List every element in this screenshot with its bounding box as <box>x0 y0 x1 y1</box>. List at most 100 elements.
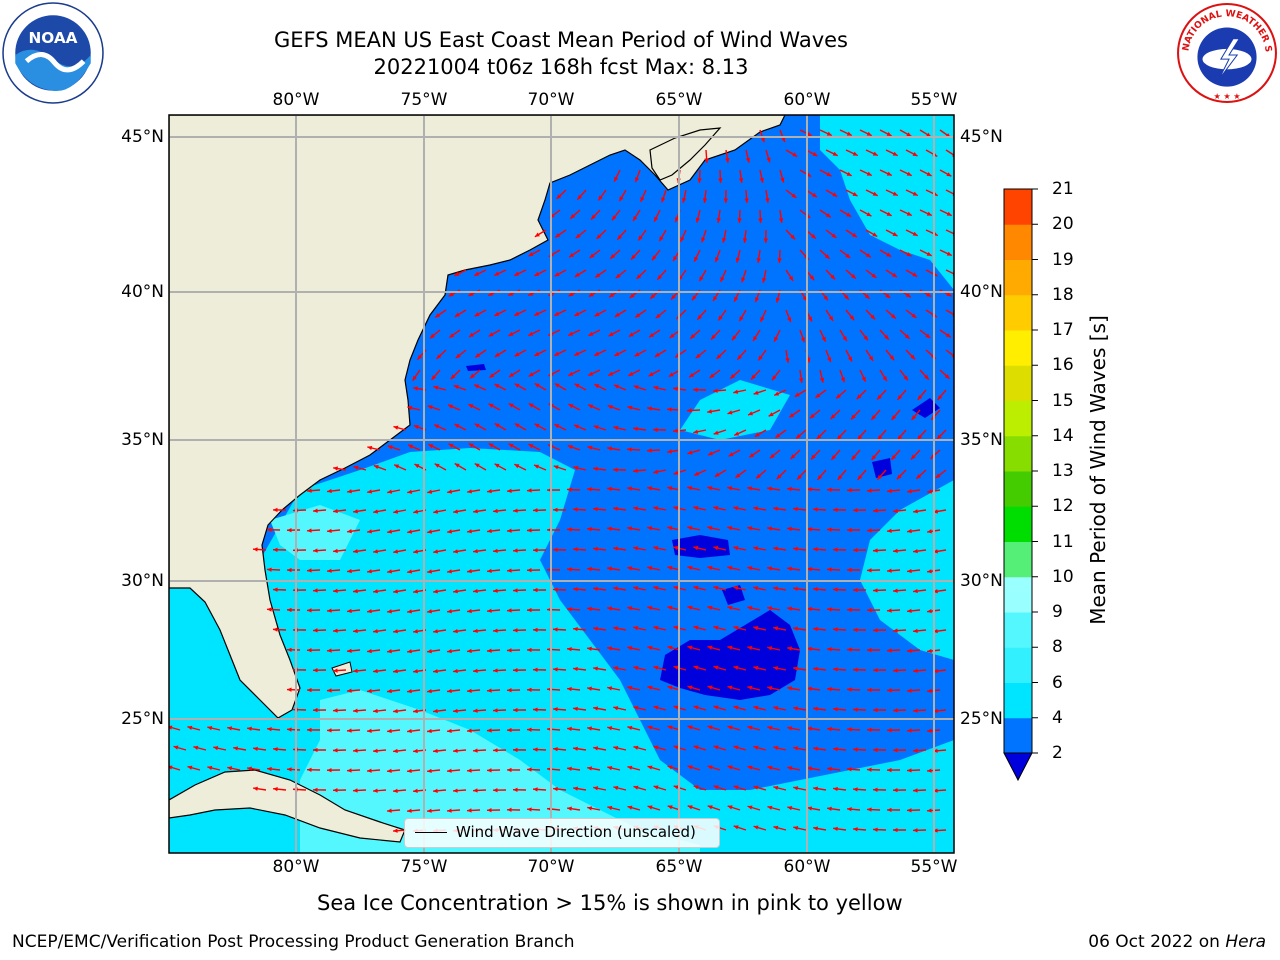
lat-label-right: 25°N <box>960 709 1003 729</box>
wave-direction-arrow <box>587 606 601 612</box>
wave-direction-arrow <box>554 229 567 238</box>
wave-direction-arrow <box>647 605 661 611</box>
wave-direction-arrow <box>913 588 927 594</box>
colorbar-tick-label: 11 <box>1052 531 1074 552</box>
wave-direction-arrow <box>352 788 367 793</box>
wave-direction-arrow <box>647 406 661 411</box>
wave-direction-arrow <box>866 687 881 693</box>
wave-direction-arrow <box>587 404 601 411</box>
wave-direction-arrow <box>755 469 767 480</box>
wave-direction-arrow <box>568 249 581 258</box>
wave-direction-arrow <box>572 587 587 592</box>
wave-direction-arrow <box>716 209 721 223</box>
wave-direction-arrow <box>427 405 441 411</box>
wave-direction-arrow <box>572 507 587 512</box>
wave-direction-arrow <box>872 628 887 633</box>
land-bahamas <box>331 661 353 677</box>
colorbar-segment <box>1004 612 1032 648</box>
wave-direction-arrow <box>446 728 461 734</box>
wave-direction-arrow <box>353 509 367 514</box>
wave-direction-arrow <box>733 625 747 631</box>
wave-direction-arrow <box>596 229 607 240</box>
wave-direction-arrow <box>892 748 907 753</box>
wave-direction-arrow <box>553 349 567 357</box>
colorbar-tick-label: 16 <box>1052 355 1074 376</box>
wave-direction-arrow <box>738 309 747 322</box>
wave-direction-arrow <box>433 668 447 674</box>
wave-direction-arrow <box>859 249 872 258</box>
wave-direction-arrow <box>407 649 421 654</box>
wave-direction-arrow <box>915 469 927 480</box>
colorbar-segment <box>1004 682 1032 719</box>
wave-direction-arrow <box>852 508 867 513</box>
wave-direction-arrow <box>932 708 947 714</box>
wave-direction-arrow <box>627 526 641 531</box>
wave-direction-arrow <box>486 688 501 693</box>
wave-direction-arrow <box>326 728 341 733</box>
wave-direction-arrow <box>756 249 761 263</box>
colorbar-segment <box>1004 224 1032 260</box>
wave-direction-arrow <box>647 486 661 491</box>
wave-direction-arrow <box>487 528 501 534</box>
wave-direction-arrow <box>865 309 876 320</box>
wave-direction-arrow <box>857 469 867 481</box>
wave-direction-arrow <box>306 687 321 693</box>
wave-direction-arrow <box>939 329 952 338</box>
wave-direction-arrow <box>433 708 447 714</box>
wave-direction-arrow <box>332 788 347 793</box>
wave-direction-arrow <box>532 627 547 633</box>
lon-label-top: 55°W <box>910 90 958 110</box>
wave-direction-arrow <box>573 465 587 471</box>
wave-direction-arrow <box>826 567 841 572</box>
period-zone-low-c <box>722 585 745 605</box>
wave-direction-arrow <box>767 566 781 571</box>
wave-direction-arrow <box>627 805 641 811</box>
wave-direction-arrow <box>899 329 911 340</box>
wave-direction-arrow <box>454 309 467 318</box>
chart-title: GEFS MEAN US East Coast Mean Period of W… <box>274 28 848 52</box>
wave-direction-arrow <box>906 768 921 773</box>
wave-direction-arrow <box>727 725 741 731</box>
wave-direction-arrow <box>727 526 741 531</box>
wave-direction-arrow <box>687 765 701 771</box>
wave-direction-arrow <box>747 486 761 491</box>
wave-direction-arrow <box>312 508 327 513</box>
wave-direction-arrow <box>653 785 667 791</box>
wave-direction-arrow <box>512 667 527 673</box>
wave-direction-arrow <box>767 646 781 651</box>
wave-direction-arrow <box>687 486 701 491</box>
wave-direction-arrow <box>486 568 501 574</box>
wave-direction-arrow <box>667 526 681 531</box>
wave-direction-arrow <box>207 765 221 771</box>
wave-direction-arrow <box>651 249 661 261</box>
wave-direction-arrow <box>233 746 247 751</box>
wave-direction-arrow <box>492 628 507 633</box>
wave-direction-arrow <box>815 389 827 399</box>
wave-direction-arrow <box>787 646 801 651</box>
wave-direction-arrow <box>826 687 841 692</box>
wave-direction-arrow <box>872 548 887 553</box>
colorbar-segment <box>1004 189 1032 225</box>
wave-direction-arrow <box>687 565 701 571</box>
wave-direction-arrow <box>572 547 587 552</box>
wave-direction-arrow <box>845 149 859 157</box>
wave-direction-arrow <box>919 209 933 217</box>
wave-direction-arrow <box>526 687 541 693</box>
wave-direction-arrow <box>526 607 541 613</box>
wave-direction-arrow <box>193 745 207 751</box>
wave-direction-arrow <box>452 708 467 714</box>
wave-direction-arrow <box>492 787 507 793</box>
colorbar-tick-label: 8 <box>1052 637 1063 658</box>
wave-direction-arrow <box>474 462 487 471</box>
wave-direction-arrow <box>286 687 301 692</box>
wave-direction-arrow <box>846 807 861 812</box>
wave-direction-arrow <box>587 726 601 731</box>
wave-direction-arrow <box>326 648 341 653</box>
wave-direction-arrow <box>593 586 607 592</box>
svg-text:★ ★ ★: ★ ★ ★ <box>1213 91 1240 101</box>
wave-direction-arrow <box>905 189 919 197</box>
wave-direction-arrow <box>472 668 487 673</box>
wave-direction-arrow <box>532 667 547 672</box>
wave-direction-arrow <box>647 805 661 811</box>
wave-direction-arrow <box>886 728 901 733</box>
